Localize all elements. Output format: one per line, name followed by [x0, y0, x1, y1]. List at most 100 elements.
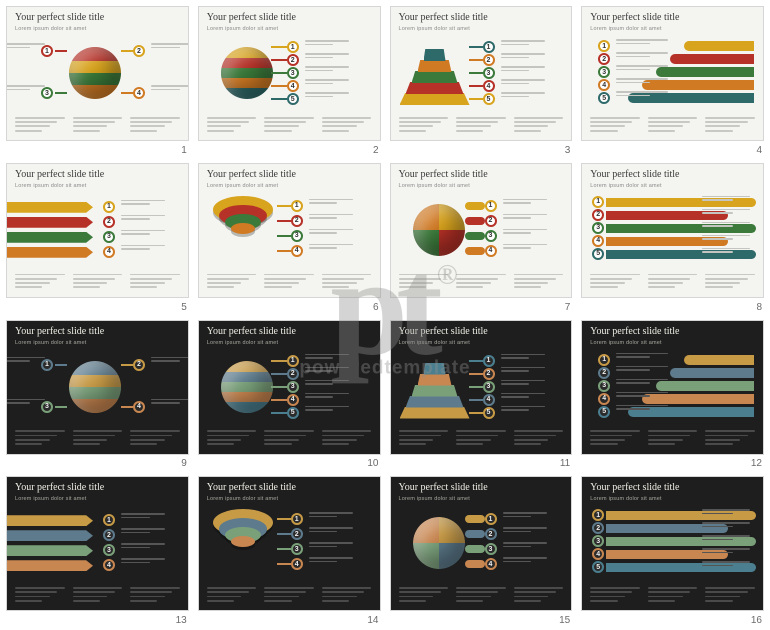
footer-lorem-col — [264, 117, 314, 134]
slide-footer — [207, 587, 372, 604]
slide-cell[interactable]: Your perfect slide title Lorem ipsum dol… — [6, 476, 189, 624]
slide-thumb[interactable]: Your perfect slide title Lorem ipsum dol… — [198, 163, 381, 298]
ribbon — [7, 530, 93, 541]
callout-text — [305, 354, 349, 361]
callout-number: 4 — [133, 87, 145, 99]
slide-cell[interactable]: Your perfect slide title Lorem ipsum dol… — [6, 6, 189, 154]
slide-thumb[interactable]: Your perfect slide title Lorem ipsum dol… — [390, 320, 573, 455]
callout-text — [305, 53, 349, 60]
slide-cell[interactable]: Your perfect slide title Lorem ipsum dol… — [581, 163, 764, 311]
slide-thumb[interactable]: Your perfect slide title Lorem ipsum dol… — [6, 476, 189, 611]
callout-text — [6, 43, 45, 50]
slice-connector — [465, 247, 485, 255]
slide-number: 11 — [560, 458, 570, 469]
slide-cell[interactable]: Your perfect slide title Lorem ipsum dol… — [198, 320, 381, 468]
footer-lorem-col — [73, 587, 123, 604]
callout-text — [305, 380, 349, 387]
slide-thumb[interactable]: Your perfect slide title Lorem ipsum dol… — [6, 6, 189, 141]
slide-footer — [590, 274, 755, 291]
slide-cell[interactable]: Your perfect slide title Lorem ipsum dol… — [198, 163, 381, 311]
slide-thumb[interactable]: Your perfect slide title Lorem ipsum dol… — [390, 163, 573, 298]
callout-text — [616, 78, 668, 85]
slide-number: 16 — [751, 615, 762, 626]
callout-number: 2 — [485, 528, 497, 540]
footer-lorem-col — [207, 430, 257, 447]
callout-number: 1 — [103, 201, 115, 213]
slide-number: 14 — [367, 615, 378, 626]
slide-cell[interactable]: Your perfect slide title Lorem ipsum dol… — [198, 6, 381, 154]
slide-title: Your perfect slide title — [399, 327, 488, 337]
footer-lorem-col — [648, 274, 698, 291]
slide-cell[interactable]: Your perfect slide title Lorem ipsum dol… — [581, 6, 764, 154]
footer-lorem-col — [705, 274, 755, 291]
footer-lorem-col — [73, 117, 123, 134]
callout-number: 1 — [592, 509, 604, 521]
callout-text — [309, 229, 353, 236]
slide-thumb[interactable]: Your perfect slide title Lorem ipsum dol… — [198, 320, 381, 455]
callout-number: 2 — [103, 216, 115, 228]
slide-cell[interactable]: Your perfect slide title Lorem ipsum dol… — [581, 320, 764, 468]
callout-number: 3 — [291, 543, 303, 555]
pyramid-layer — [412, 385, 458, 397]
footer-lorem-col — [705, 117, 755, 134]
callout-text — [6, 399, 45, 406]
footer-lorem-col — [514, 274, 564, 291]
slide-cell[interactable]: Your perfect slide title Lorem ipsum dol… — [581, 476, 764, 624]
slide-title: Your perfect slide title — [590, 13, 679, 23]
slide-title: Your perfect slide title — [399, 13, 488, 23]
callout-number: 1 — [103, 514, 115, 526]
slide-thumb[interactable]: Your perfect slide title Lorem ipsum dol… — [581, 6, 764, 141]
slide-cell[interactable]: Your perfect slide title Lorem ipsum dol… — [6, 163, 189, 311]
slide-thumb[interactable]: Your perfect slide title Lorem ipsum dol… — [198, 6, 381, 141]
callout-number: 3 — [103, 544, 115, 556]
callout-text — [309, 527, 353, 534]
callout-text — [151, 357, 189, 364]
slide-cell[interactable]: Your perfect slide title Lorem ipsum dol… — [390, 320, 573, 468]
ribbon — [7, 560, 93, 571]
slide-title: Your perfect slide title — [399, 170, 488, 180]
callout-text — [501, 367, 545, 374]
callout-text — [501, 79, 545, 86]
callout-number: 4 — [483, 394, 495, 406]
footer-lorem-col — [15, 587, 65, 604]
slide-cell[interactable]: Your perfect slide title Lorem ipsum dol… — [390, 6, 573, 154]
slide-cell[interactable]: Your perfect slide title Lorem ipsum dol… — [6, 320, 189, 468]
slide-number: 5 — [181, 302, 187, 313]
footer-lorem-col — [590, 117, 640, 134]
slide-cell[interactable]: Your perfect slide title Lorem ipsum dol… — [390, 476, 573, 624]
footer-lorem-col — [399, 430, 449, 447]
slide-thumb[interactable]: Your perfect slide title Lorem ipsum dol… — [581, 476, 764, 611]
callout-text — [305, 92, 349, 99]
callout-text — [309, 542, 353, 549]
callout-number: 3 — [485, 230, 497, 242]
slide-thumb[interactable]: Your perfect slide title Lorem ipsum dol… — [581, 320, 764, 455]
slide-subtitle: Lorem ipsum dolor sit amet — [15, 340, 87, 346]
callout-number: 5 — [598, 406, 610, 418]
footer-lorem-col — [648, 587, 698, 604]
slide-thumb[interactable]: Your perfect slide title Lorem ipsum dol… — [390, 476, 573, 611]
slide-thumb[interactable]: Your perfect slide title Lorem ipsum dol… — [581, 163, 764, 298]
callout-text — [121, 528, 165, 535]
slide-subtitle: Lorem ipsum dolor sit amet — [399, 340, 471, 346]
slide-canvas: 12345 — [199, 349, 380, 426]
callout-number: 2 — [133, 359, 145, 371]
callout-text — [702, 561, 750, 568]
slide-thumb[interactable]: Your perfect slide title Lorem ipsum dol… — [6, 163, 189, 298]
pyramid-layer — [406, 396, 464, 408]
slide-footer — [15, 587, 180, 604]
slide-cell[interactable]: Your perfect slide title Lorem ipsum dol… — [390, 163, 573, 311]
slide-subtitle: Lorem ipsum dolor sit amet — [207, 496, 279, 502]
callout-text — [501, 354, 545, 361]
slide-thumb[interactable]: Your perfect slide title Lorem ipsum dol… — [390, 6, 573, 141]
callout-number: 5 — [592, 248, 604, 260]
callout-text — [616, 366, 668, 373]
callout-text — [121, 245, 165, 252]
callout-text — [501, 393, 545, 400]
callout-text — [309, 244, 353, 251]
slide-thumb[interactable]: Your perfect slide title Lorem ipsum dol… — [6, 320, 189, 455]
slide-footer — [207, 430, 372, 447]
slide-cell[interactable]: Your perfect slide title Lorem ipsum dol… — [198, 476, 381, 624]
slice-connector — [465, 217, 485, 225]
slide-thumb[interactable]: Your perfect slide title Lorem ipsum dol… — [198, 476, 381, 611]
slide-footer — [399, 274, 564, 291]
